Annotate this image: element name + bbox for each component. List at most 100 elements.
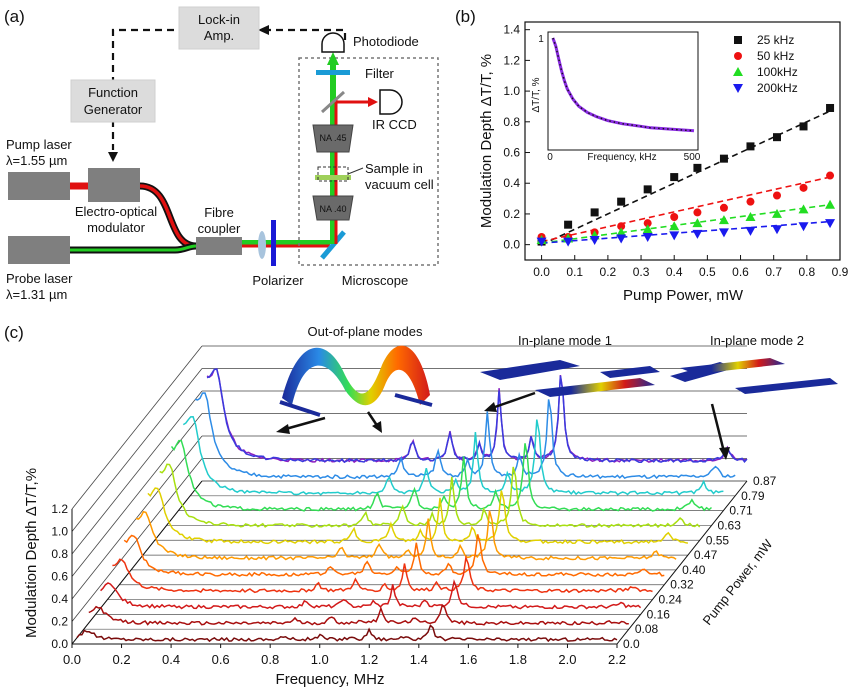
data-point bbox=[563, 237, 574, 247]
photodiode-label: Photodiode bbox=[353, 34, 419, 49]
x-tick-label: 0.9 bbox=[832, 265, 849, 279]
plot-c-grid bbox=[71, 345, 748, 645]
plot-b-points bbox=[536, 103, 836, 247]
y-tick-label: 1.0 bbox=[51, 525, 68, 539]
grid-line bbox=[71, 413, 203, 577]
data-point bbox=[719, 203, 728, 212]
data-point bbox=[718, 228, 729, 238]
data-point bbox=[643, 185, 652, 194]
data-point bbox=[772, 225, 782, 235]
annotation-arrows bbox=[276, 391, 730, 460]
x-tick-label: 0.4 bbox=[666, 265, 683, 279]
x-tick-label: 1.0 bbox=[311, 652, 329, 667]
ir-ccd bbox=[379, 89, 403, 115]
inset-xtick-500: 500 bbox=[684, 152, 701, 163]
z-tick-label: 0.32 bbox=[670, 578, 694, 592]
x-tick-label: 0.2 bbox=[113, 652, 131, 667]
filter-label: Filter bbox=[365, 66, 395, 81]
spectrum-trace bbox=[123, 534, 665, 578]
data-point bbox=[617, 197, 626, 206]
data-point bbox=[746, 142, 755, 151]
plot-b-fit-lines bbox=[541, 110, 831, 246]
inset-xlabel: Frequency, kHz bbox=[587, 152, 656, 163]
plot-b-legend: 25 kHz 50 kHz 100kHz 200kHz bbox=[733, 33, 798, 95]
x-tick-label: 1.2 bbox=[360, 652, 378, 667]
panel-c: (c) 0.00.20.40.60.81.01.2 0.0 0.2 0.4 0.6 0.… bbox=[4, 323, 838, 688]
data-point bbox=[536, 237, 547, 247]
lockin-label: Lock-in bbox=[198, 12, 240, 27]
panel-a: (a) Lock-in Amp. Function Generator bbox=[4, 6, 439, 302]
electro-optical-modulator bbox=[88, 168, 140, 202]
objective-lower-label: NA .40 bbox=[319, 204, 346, 214]
objective-lower bbox=[312, 195, 354, 221]
mirror bbox=[320, 230, 346, 260]
data-point bbox=[826, 171, 835, 180]
microscope-enclosure bbox=[298, 57, 439, 266]
legend-label: 25 kHz bbox=[757, 33, 794, 47]
data-point bbox=[772, 208, 782, 218]
data-point bbox=[798, 222, 809, 232]
data-point bbox=[798, 204, 809, 214]
filter bbox=[316, 70, 350, 75]
y-tick-label: 1.2 bbox=[503, 53, 520, 67]
spectrum-trace bbox=[100, 579, 642, 610]
data-point bbox=[718, 215, 729, 225]
y-tick-label: 0.2 bbox=[51, 615, 68, 629]
plot-c-y-ticks: 0.0 0.2 0.4 0.6 0.8 1.0 1.2 bbox=[51, 502, 68, 651]
y-tick-label: 0.8 bbox=[503, 115, 520, 129]
data-point bbox=[617, 222, 626, 231]
panel-label-a: (a) bbox=[4, 7, 25, 26]
z-tick-label: 0.79 bbox=[741, 489, 765, 503]
z-tick-label: 0.47 bbox=[694, 548, 718, 562]
data-point bbox=[616, 227, 627, 237]
plot-c-ylabel: Modulation Depth ΔT/T,% bbox=[23, 468, 40, 638]
x-tick-label: 2.2 bbox=[608, 652, 626, 667]
arrow-head bbox=[108, 152, 118, 162]
spectrum-trace bbox=[112, 555, 653, 594]
pump-laser-label-2: λ=1.55 µm bbox=[6, 153, 67, 168]
z-tick-label: 0.40 bbox=[682, 563, 706, 577]
data-point bbox=[825, 219, 836, 229]
x-tick-label: 0.8 bbox=[798, 265, 815, 279]
x-tick-label: 2.0 bbox=[558, 652, 576, 667]
data-point bbox=[773, 191, 781, 200]
spectrum-trace bbox=[88, 603, 629, 626]
y-tick-label: 0.0 bbox=[503, 238, 520, 252]
x-tick-label: 0.0 bbox=[533, 265, 550, 279]
x-tick-label: 1.6 bbox=[459, 652, 477, 667]
x-tick-label: 1.8 bbox=[509, 652, 527, 667]
panel-label-c: (c) bbox=[4, 323, 24, 342]
objective-upper bbox=[312, 124, 354, 153]
control-line-photodiode bbox=[264, 28, 347, 45]
photodiode bbox=[321, 32, 345, 53]
fibre-coupler bbox=[196, 237, 242, 255]
arrow-head bbox=[368, 97, 378, 107]
spectrum-trace bbox=[170, 439, 713, 512]
panel-b: (b) 0.00.20.40.60.81.01.21.4 0.0 0.1 0.2 0.… bbox=[455, 7, 849, 304]
inset-ylabel: ΔT/T, % bbox=[531, 77, 542, 112]
data-point bbox=[669, 231, 680, 241]
x-tick-label: 0.6 bbox=[212, 652, 230, 667]
plot-b-xlabel: Pump Power, mW bbox=[623, 287, 744, 304]
mode-shape-out-of-plane bbox=[279, 345, 433, 417]
data-point bbox=[590, 208, 599, 217]
inset-frame bbox=[547, 31, 699, 151]
sample-label-2: vacuum cell bbox=[365, 177, 434, 192]
fit-line bbox=[541, 110, 831, 246]
data-point bbox=[670, 213, 679, 222]
grid-line bbox=[71, 368, 203, 532]
data-point bbox=[643, 219, 652, 228]
plot-b-frame bbox=[524, 21, 841, 261]
legend-marker bbox=[733, 84, 743, 93]
data-point bbox=[692, 229, 703, 239]
probe-laser-label-2: λ=1.31 µm bbox=[6, 287, 67, 302]
x-tick-label: 0.7 bbox=[765, 265, 782, 279]
fibre-coupler-label: Fibre bbox=[204, 205, 234, 220]
data-point bbox=[616, 234, 627, 244]
z-tick-label: 0.71 bbox=[729, 504, 753, 518]
x-tick-label: 0.8 bbox=[261, 652, 279, 667]
x-tick-label: 0.1 bbox=[566, 265, 583, 279]
fibre-coupler-label-2: coupler bbox=[198, 221, 241, 236]
lockin-label-2: Amp. bbox=[204, 28, 234, 43]
panel-label-b: (b) bbox=[455, 7, 476, 26]
